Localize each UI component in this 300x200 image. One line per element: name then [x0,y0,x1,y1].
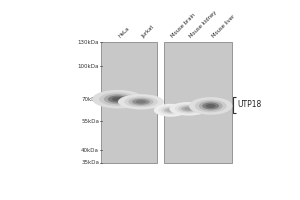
Text: UTP18: UTP18 [238,100,262,109]
Text: Mouse kidney: Mouse kidney [189,9,218,39]
Ellipse shape [158,106,183,115]
Ellipse shape [124,96,158,107]
Ellipse shape [169,102,208,116]
Text: 35kDa: 35kDa [81,160,99,165]
Ellipse shape [189,97,232,115]
Ellipse shape [154,104,187,117]
Text: 130kDa: 130kDa [78,40,99,45]
Text: Mouse liver: Mouse liver [211,14,236,39]
Ellipse shape [104,94,132,104]
Ellipse shape [136,100,146,104]
Ellipse shape [206,104,216,108]
Text: HeLa: HeLa [118,26,130,39]
Ellipse shape [99,92,136,106]
Ellipse shape [181,106,196,111]
Text: 40kDa: 40kDa [81,148,99,153]
Ellipse shape [128,98,154,106]
Ellipse shape [161,107,180,114]
Ellipse shape [199,101,223,111]
Ellipse shape [132,99,150,105]
Ellipse shape [178,105,199,112]
Ellipse shape [112,97,124,101]
Ellipse shape [175,104,203,114]
Ellipse shape [92,90,143,108]
Text: Jurkat: Jurkat [141,24,155,39]
Ellipse shape [202,103,219,109]
Text: Mouse brain: Mouse brain [170,12,197,39]
Ellipse shape [167,109,174,112]
Ellipse shape [108,96,127,103]
Bar [164,42,232,163]
Ellipse shape [195,100,226,112]
Ellipse shape [164,108,177,113]
Text: 100kDa: 100kDa [78,64,99,69]
Ellipse shape [118,94,164,109]
Text: 55kDa: 55kDa [81,119,99,124]
Text: 70kDa: 70kDa [81,97,99,102]
Bar [101,42,157,163]
Ellipse shape [184,107,193,110]
